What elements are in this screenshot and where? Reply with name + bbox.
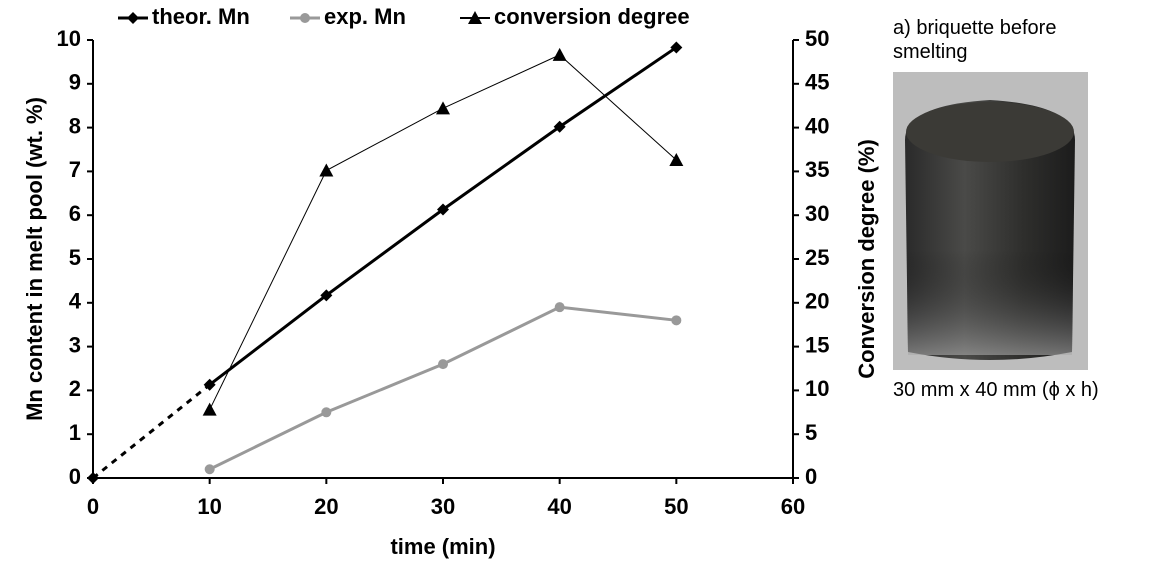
y-axis-title: Mn content in melt pool (wt. %) — [22, 97, 47, 421]
marker — [669, 153, 684, 167]
marker — [204, 464, 215, 475]
series-line-dashed — [92, 383, 211, 480]
marker — [321, 407, 332, 418]
y-tick-label: 1 — [69, 420, 81, 445]
marker — [202, 402, 217, 416]
y2-tick-label: 10 — [805, 376, 829, 401]
marker — [438, 359, 448, 370]
legend-label: conversion degree — [494, 4, 690, 29]
marker — [319, 163, 334, 177]
legend-label: exp. Mn — [324, 4, 406, 29]
y2-tick-label: 45 — [805, 70, 829, 95]
x-tick-label: 30 — [431, 494, 455, 519]
series-line — [208, 46, 678, 386]
marker — [670, 41, 683, 54]
y2-axis-title: Conversion degree (%) — [854, 139, 879, 379]
y2-tick-label: 35 — [805, 157, 829, 182]
y-tick-label: 0 — [69, 464, 81, 489]
y2-tick-label: 30 — [805, 201, 829, 226]
y-tick-label: 8 — [69, 113, 81, 138]
x-axis-title: time (min) — [390, 534, 495, 559]
legend-label: theor. Mn — [152, 4, 250, 29]
y-tick-label: 5 — [69, 245, 81, 270]
marker — [127, 12, 139, 24]
marker — [203, 378, 216, 391]
x-tick-label: 10 — [197, 494, 221, 519]
x-tick-label: 60 — [781, 494, 805, 519]
x-tick-label: 0 — [87, 494, 99, 519]
y-tick-label: 9 — [69, 70, 81, 95]
y-tick-label: 10 — [57, 26, 81, 51]
y2-tick-label: 0 — [805, 464, 817, 489]
y2-tick-label: 25 — [805, 245, 829, 270]
marker — [552, 47, 567, 61]
y2-tick-label: 40 — [805, 113, 829, 138]
marker — [671, 315, 682, 326]
marker — [300, 13, 310, 23]
marker — [468, 11, 482, 24]
y2-tick-label: 50 — [805, 26, 829, 51]
photo-caption: a) briquette before smelting — [893, 17, 1057, 63]
y2-tick-label: 5 — [805, 420, 817, 445]
x-tick-label: 20 — [314, 494, 338, 519]
marker — [436, 101, 450, 115]
photo — [893, 72, 1088, 370]
y-tick-label: 4 — [69, 289, 82, 314]
y-tick-label: 3 — [69, 332, 81, 357]
marker — [554, 302, 565, 313]
photo-size: 30 mm x 40 mm (ϕ x h) — [893, 379, 1099, 401]
y-tick-label: 6 — [69, 201, 81, 226]
marker — [437, 203, 449, 216]
y2-tick-label: 20 — [805, 289, 829, 314]
x-tick-label: 40 — [547, 494, 571, 519]
y-tick-label: 7 — [69, 157, 81, 182]
x-tick-label: 50 — [664, 494, 688, 519]
marker — [87, 472, 99, 484]
marker — [320, 289, 333, 302]
marker — [553, 120, 566, 133]
y2-tick-label: 15 — [805, 332, 829, 357]
y-tick-label: 2 — [69, 376, 81, 401]
